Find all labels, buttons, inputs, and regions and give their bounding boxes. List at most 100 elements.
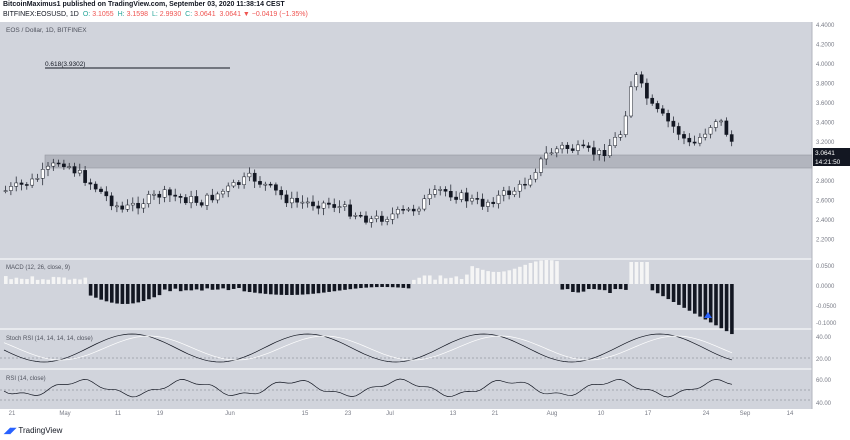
candle-body [189, 196, 193, 204]
time-tick: 19 [157, 411, 164, 417]
candle-body [385, 219, 390, 222]
price-axis[interactable]: 4.4000 4.2000 4.0000 3.8000 3.6000 3.4000 3.20… [816, 23, 835, 244]
macd-bar [401, 284, 406, 288]
candle-body [300, 201, 305, 204]
candle-body [40, 169, 45, 179]
rsi-line [3, 378, 733, 398]
macd-bar [544, 260, 549, 284]
macd-bar [168, 284, 172, 292]
support-zone[interactable] [44, 154, 813, 169]
candle-body [210, 194, 215, 201]
macd-bar [189, 284, 194, 291]
candle-body [655, 103, 660, 110]
macd-bar [512, 268, 517, 284]
change-value: 3.0641 ▼ −0.0419 (−1.35%) [219, 11, 308, 18]
candle-body [523, 183, 527, 186]
macd-bar [375, 284, 379, 288]
macd-bar [518, 266, 522, 284]
candle-body [348, 204, 352, 217]
candle-body [19, 182, 24, 185]
macd-bar [115, 284, 119, 304]
macd-bar [290, 284, 294, 295]
stoch-tick-1: 20.00 [816, 357, 832, 363]
macd-bar [184, 284, 188, 291]
macd-bar [481, 269, 485, 284]
macd-bar [295, 284, 300, 295]
macd-bar [581, 284, 586, 292]
candle-body [146, 194, 151, 205]
main-pane[interactable] [0, 22, 812, 259]
macd-bar [475, 268, 480, 284]
candle-body [703, 133, 708, 138]
macd-bar [88, 284, 93, 296]
candle-body [67, 166, 72, 168]
candle-body [321, 202, 326, 209]
macd-bar [433, 279, 437, 284]
macd-bar [708, 284, 713, 323]
candle-body [666, 113, 670, 122]
candle-body [501, 190, 506, 196]
candle-body [332, 204, 337, 208]
macd-bar [205, 284, 209, 289]
macd-bar [730, 284, 734, 335]
candle-body [586, 145, 591, 148]
macd-bar [677, 284, 681, 305]
macd-bar [539, 260, 543, 284]
candle-body [194, 196, 199, 203]
macd-bar [242, 284, 247, 292]
macd-bar [200, 284, 204, 291]
candle-body [724, 120, 729, 135]
time-tick: Jun [225, 411, 235, 417]
candle-body [417, 208, 421, 212]
publisher-text: BitcoinMaximus1 published on TradingView… [3, 1, 285, 8]
macd-bar [178, 284, 183, 292]
candle-body [581, 144, 586, 147]
macd-bar [459, 279, 464, 284]
candle-body [205, 194, 209, 206]
macd-tick-0: 0.0500 [816, 264, 835, 270]
price-tick: 3.2000 [816, 140, 835, 146]
candle-body [93, 183, 98, 190]
candle-body [448, 191, 453, 198]
macd-bar [327, 284, 331, 292]
candle-body [258, 181, 262, 185]
macd-bar [412, 279, 416, 284]
candle-body [692, 141, 697, 144]
candle-body [687, 137, 692, 143]
macd-bar [136, 284, 141, 303]
candle-body [623, 115, 628, 135]
candle-body [364, 215, 368, 223]
candle-body [708, 127, 713, 135]
rsi-pane[interactable] [0, 369, 812, 409]
candle-body [30, 178, 34, 186]
candle-body [252, 172, 257, 182]
macd-bar [237, 284, 241, 289]
candle-body [141, 203, 146, 209]
macd-pane[interactable] [0, 259, 812, 329]
arrow-up-icon [704, 312, 712, 318]
price-tick: 4.2000 [816, 43, 835, 49]
candle-body [115, 205, 119, 208]
candle-body [602, 150, 607, 157]
rsi-tick-0: 60.00 [816, 378, 832, 384]
candle-body [51, 162, 56, 167]
tradingview-logo[interactable]: ◢◤ TradingView [4, 426, 63, 435]
candle-body [517, 183, 522, 192]
time-axis[interactable]: 21 May 11 19 Jun 15 23 Jul 13 21 Aug 10 17 24 Sep 14 [9, 411, 794, 417]
publisher-line: BitcoinMaximus1 published on TradingView… [3, 1, 285, 8]
chart-canvas[interactable]: 0.618(3.9302) EOS / Dollar, 1D, BITFINEX… [0, 22, 850, 417]
candle-body [486, 201, 490, 207]
time-tick: 14 [787, 411, 794, 417]
macd-bar [597, 284, 602, 290]
chart-header: BitcoinMaximus1 published on TradingView… [0, 0, 850, 22]
macd-bar [491, 271, 496, 284]
macd-bar [4, 276, 8, 284]
stoch-title: Stoch RSI (14, 14, 14, 14, close) [6, 336, 93, 342]
candle-body [226, 185, 231, 192]
candle-body [618, 134, 623, 138]
macd-bar [560, 284, 565, 290]
macd-bar [322, 284, 326, 293]
macd-bar [385, 284, 390, 288]
candle-body [104, 191, 109, 197]
candle-body [353, 215, 358, 217]
